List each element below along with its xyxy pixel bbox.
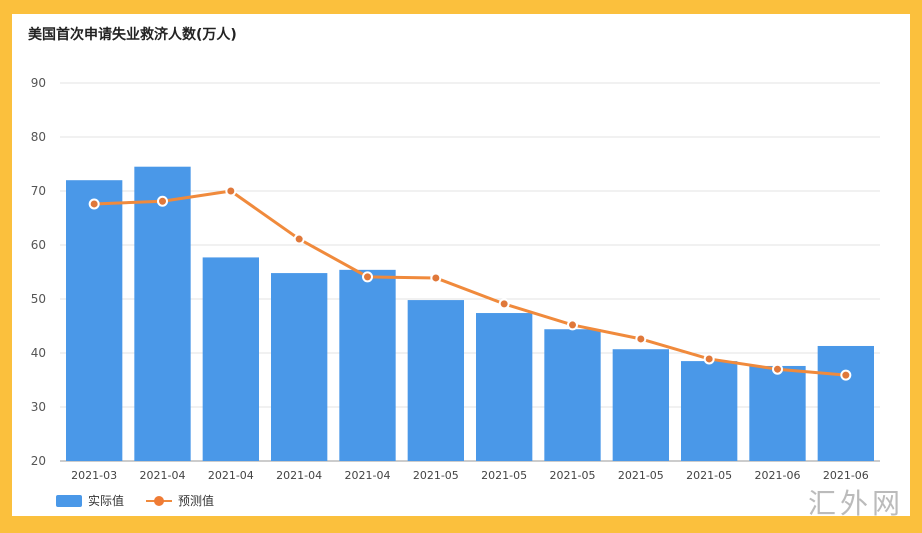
x-tick-label: 2021-03 <box>71 469 117 482</box>
x-tick-label: 2021-04 <box>345 469 391 482</box>
forecast-point <box>498 298 510 310</box>
x-tick-label: 2021-05 <box>481 469 527 482</box>
bar <box>339 269 396 461</box>
forecast-point <box>635 333 647 345</box>
forecast-point <box>293 233 305 245</box>
y-tick-label: 90 <box>31 76 46 90</box>
x-tick-label: 2021-05 <box>413 469 459 482</box>
bar <box>544 329 601 461</box>
x-tick-label: 2021-04 <box>276 469 322 482</box>
x-tick-label: 2021-06 <box>823 469 869 482</box>
x-tick-label: 2021-06 <box>755 469 801 482</box>
legend-bar-swatch <box>56 494 82 507</box>
x-tick-label: 2021-05 <box>686 469 732 482</box>
chart-svg: 20 30 40 50 60 70 80 90 2021-03 2021-04 2021-04 202… <box>31 76 880 482</box>
watermark: 汇外网 <box>807 487 904 520</box>
bar <box>66 180 123 461</box>
x-tick-label: 2021-05 <box>618 469 664 482</box>
forecast-line <box>94 189 846 377</box>
y-tick-label: 70 <box>31 184 46 198</box>
forecast-point <box>157 195 168 207</box>
y-tick-label: 40 <box>31 346 46 360</box>
bar <box>681 361 738 461</box>
bar <box>749 365 806 461</box>
forecast-point <box>703 353 715 365</box>
x-tick-label: 2021-05 <box>550 469 596 482</box>
forecast-point <box>362 271 373 283</box>
bar <box>202 257 259 461</box>
y-tick-label: 80 <box>31 130 46 144</box>
bar <box>271 273 328 461</box>
y-tick-label: 50 <box>31 292 46 306</box>
y-tick-label: 20 <box>31 454 46 468</box>
bar <box>407 300 464 461</box>
legend: 实际值 预测值 <box>56 492 214 509</box>
legend-line-swatch <box>146 495 173 506</box>
forecast-point <box>772 363 783 375</box>
x-tick-label: 2021-04 <box>208 469 254 482</box>
forecast-point <box>88 198 100 210</box>
legend-actual[interactable]: 实际值 <box>56 492 124 509</box>
forecast-point <box>225 185 237 197</box>
chart-title: 美国首次申请失业救济人数(万人) <box>28 27 237 43</box>
bar <box>134 166 191 461</box>
legend-forecast[interactable]: 预测值 <box>146 492 214 509</box>
legend-actual-label: 实际值 <box>88 494 125 508</box>
chart-card: 美国首次申请失业救济人数(万人) 20 30 40 50 60 70 80 90 2021-03… <box>12 14 910 520</box>
bar <box>817 345 874 461</box>
y-tick-label: 30 <box>31 400 46 414</box>
bar <box>476 313 533 461</box>
legend-forecast-label: 预测值 <box>178 494 215 508</box>
forecast-point <box>430 272 442 284</box>
bar <box>612 349 669 461</box>
forecast-point <box>840 369 852 381</box>
y-tick-label: 60 <box>31 238 46 252</box>
forecast-point <box>567 319 578 331</box>
x-tick-label: 2021-04 <box>140 469 186 482</box>
